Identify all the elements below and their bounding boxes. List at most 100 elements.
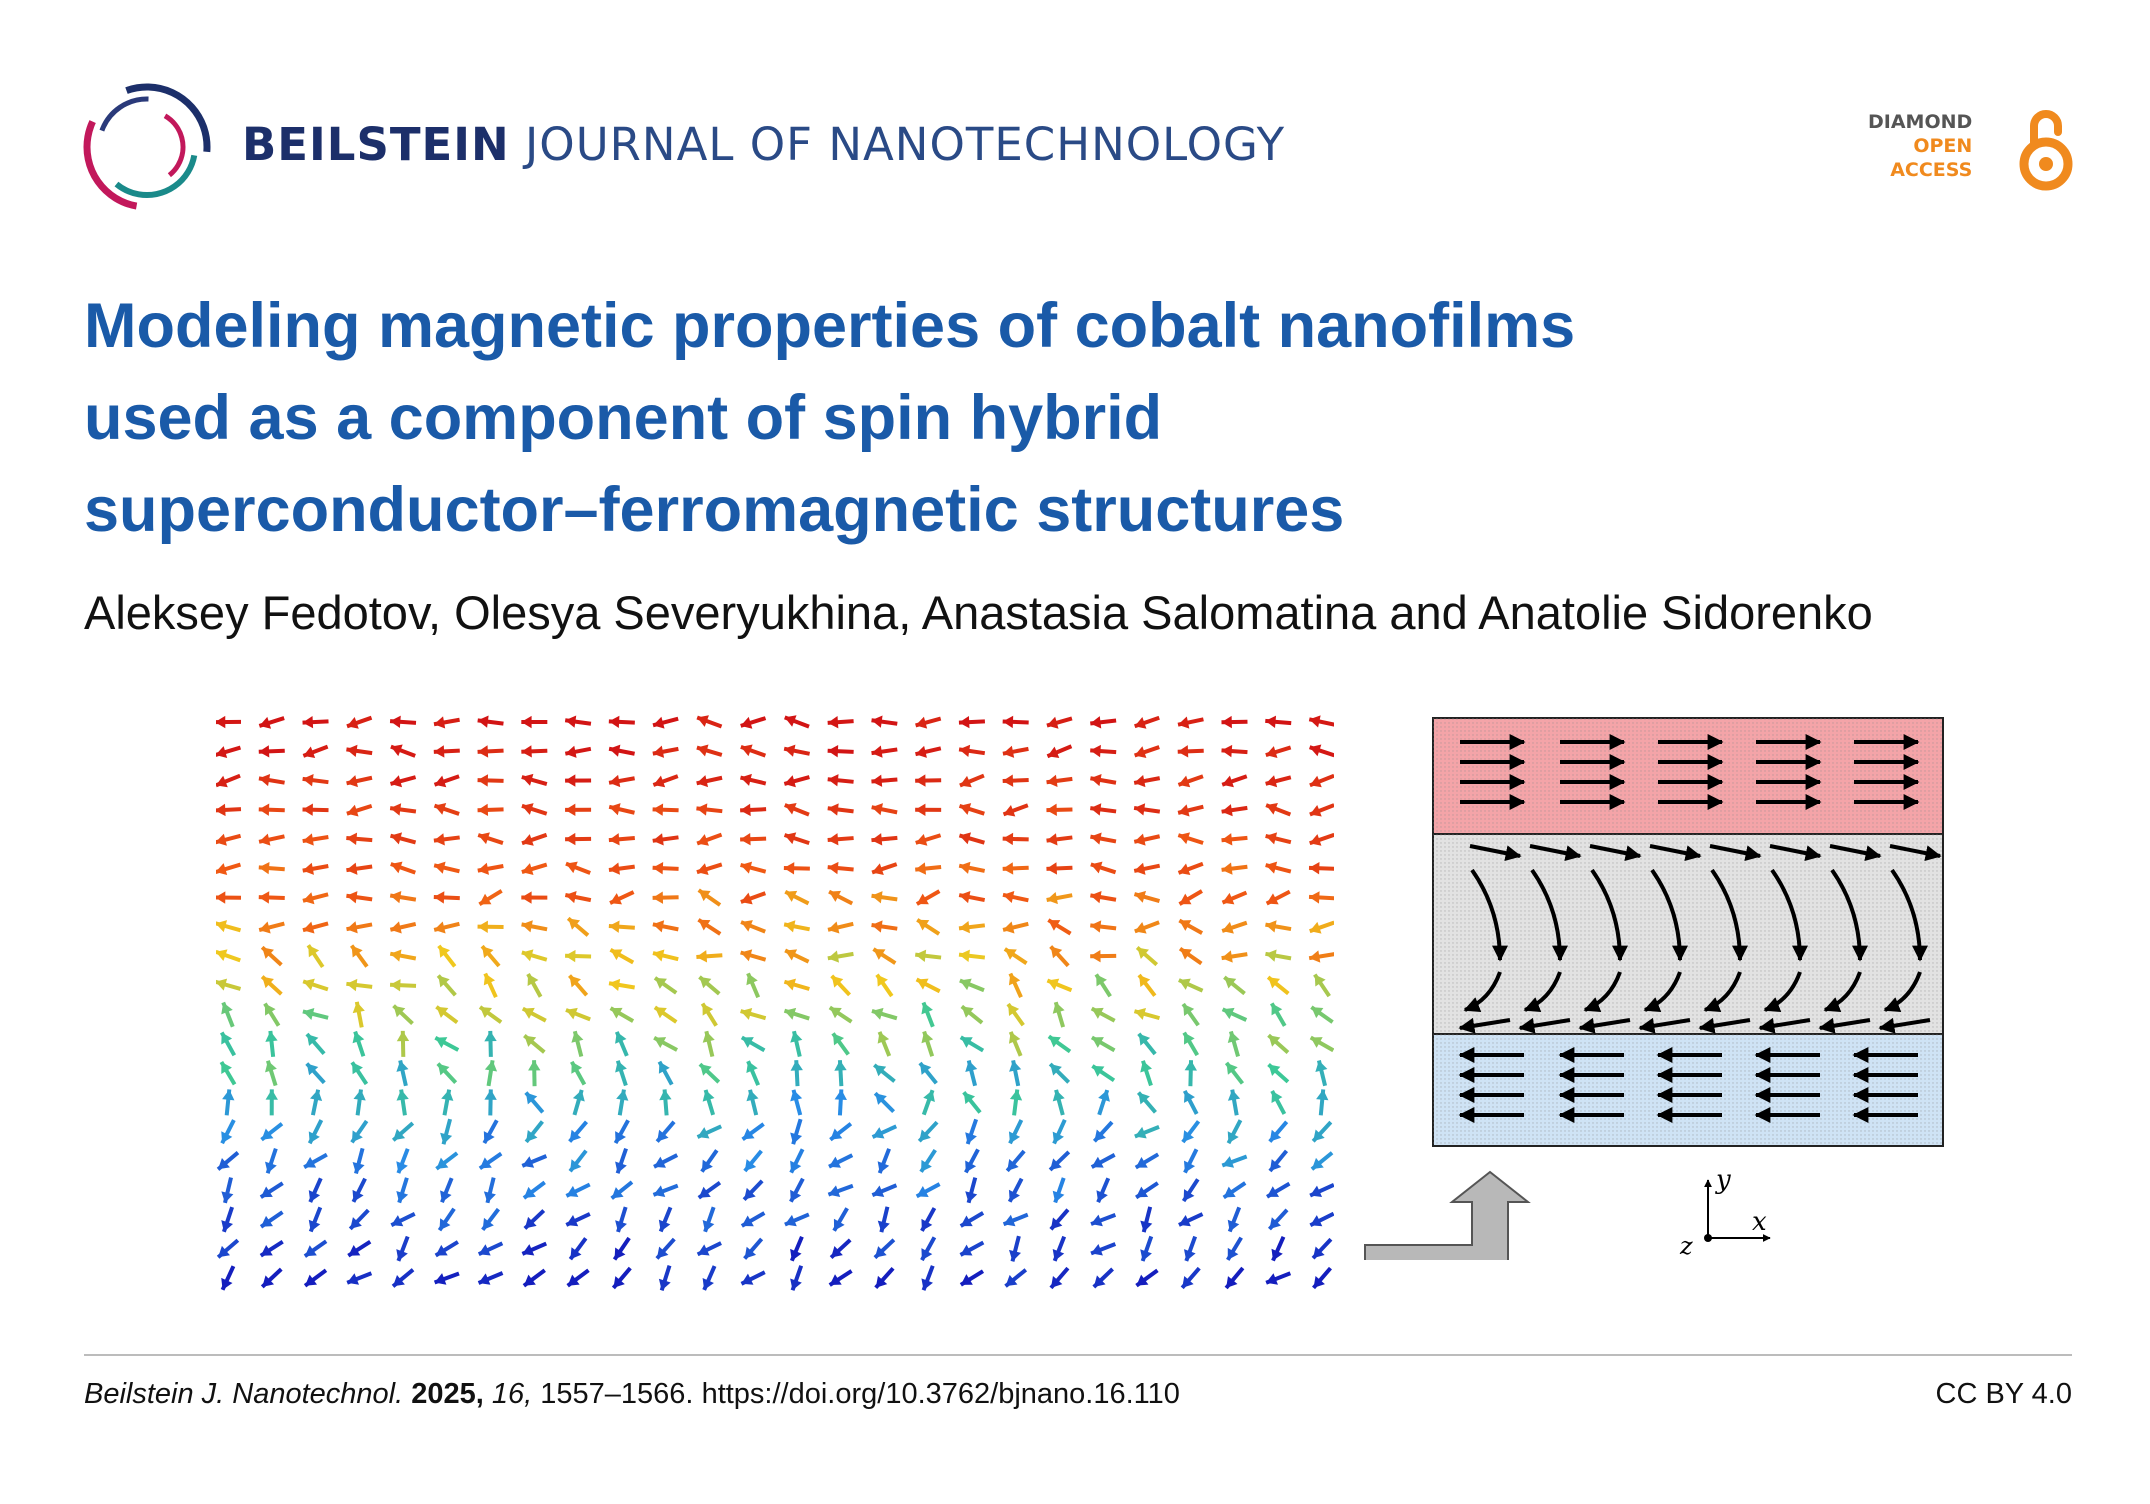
- citation-year: 2025,: [411, 1378, 484, 1410]
- spin-vector-head: [1309, 744, 1322, 757]
- spin-vector-head: [221, 1277, 233, 1290]
- spin-vector-head: [216, 978, 228, 991]
- article-title: Modeling magnetic properties of cobalt n…: [84, 280, 1984, 556]
- magnetization-arrow: [1650, 868, 1688, 962]
- journal-name-bold: BEILSTEIN: [242, 118, 510, 171]
- spin-vector-head: [221, 1032, 233, 1045]
- spin-vector-head: [1227, 1219, 1240, 1232]
- spin-vector-head: [346, 832, 358, 846]
- spin-vector-head: [784, 715, 797, 727]
- spin-vector-head: [740, 803, 751, 817]
- magnetization-arrow: [1769, 844, 1822, 862]
- spin-vector-head: [658, 1219, 671, 1232]
- spin-vector-head: [568, 918, 581, 930]
- spin-vector-head: [302, 833, 314, 846]
- spin-vector-head: [654, 1156, 666, 1168]
- magnetization-arrow: [1830, 868, 1868, 962]
- spin-vector-head: [435, 1244, 448, 1256]
- spin-vector-head: [1310, 1037, 1323, 1048]
- spin-vector-head: [701, 1159, 713, 1172]
- spin-vector-head: [915, 774, 926, 787]
- spin-vector-head: [1309, 775, 1322, 788]
- spin-vector-head: [265, 1089, 278, 1100]
- spin-vector-head: [871, 891, 883, 904]
- spin-vector-head: [1265, 775, 1278, 788]
- title-line: used as a component of spin hybrid: [84, 383, 1163, 453]
- spin-vector-head: [522, 1007, 535, 1019]
- spin-vector-head: [216, 803, 226, 817]
- spin-vector-head: [915, 745, 927, 758]
- spin-vector-head: [1091, 1214, 1103, 1227]
- spin-vector-head: [260, 1186, 273, 1198]
- spin-vector-head: [959, 775, 972, 788]
- spin-vector-head: [921, 1031, 934, 1044]
- spin-vector-head: [478, 1244, 491, 1256]
- spin-vector-head: [391, 1215, 404, 1227]
- spin-vector-head: [1179, 893, 1192, 905]
- authors: Aleksey Fedotov, Olesya Severyukhina, An…: [84, 586, 1873, 639]
- magnetization-arrow: [1463, 971, 1502, 1013]
- spin-vector-head: [1311, 1007, 1324, 1019]
- spin-vector-head: [482, 946, 494, 959]
- spin-vector-head: [615, 1060, 627, 1073]
- spin-vector-head: [521, 773, 534, 786]
- spin-vector-head: [959, 978, 972, 991]
- spin-vector-head: [569, 1129, 582, 1142]
- spin-vector-head: [790, 1089, 803, 1102]
- spin-vector-head: [390, 861, 403, 874]
- spin-vector-head: [653, 1185, 666, 1197]
- citation-volume: 16,: [491, 1378, 533, 1410]
- magnetization-arrow: [1530, 868, 1568, 962]
- spin-vector-head: [1008, 1189, 1020, 1202]
- spin-vector-head: [572, 1089, 585, 1102]
- spin-vector-head: [390, 921, 402, 934]
- spin-vector-head: [871, 745, 883, 758]
- magnetization-arrow: [1763, 971, 1802, 1013]
- spin-vector-head: [1269, 1217, 1281, 1230]
- spin-vector-head: [916, 1186, 929, 1197]
- spin-vector-head: [477, 803, 489, 817]
- spin-vector-head: [346, 804, 359, 817]
- spin-vector-head: [308, 1131, 320, 1144]
- spin-vector-head: [785, 890, 798, 902]
- spin-vector-head: [697, 1127, 710, 1139]
- spin-vector-head: [790, 1248, 802, 1261]
- spin-vector-head: [1046, 803, 1057, 817]
- magnetization-arrow: [1578, 1017, 1631, 1034]
- spin-vector-head: [744, 1187, 756, 1200]
- spin-vector-head: [1309, 891, 1320, 904]
- spin-vector-head: [222, 1089, 235, 1101]
- spin-vector-head: [827, 861, 839, 875]
- spin-vector-head: [965, 1060, 978, 1073]
- spin-vector-head: [1052, 1190, 1065, 1203]
- spin-vector-head: [740, 716, 753, 729]
- spin-vector-head: [484, 1089, 497, 1100]
- spin-vector-head: [1226, 1276, 1238, 1288]
- open-lock-icon: [2019, 110, 2073, 191]
- magnetization-arrow: [1590, 868, 1628, 962]
- spin-vector-head: [783, 862, 795, 875]
- spin-vector-head: [658, 1278, 671, 1291]
- spin-vector-head: [1177, 745, 1189, 758]
- spin-vector-head: [1140, 1060, 1153, 1073]
- spin-vector-head: [959, 803, 972, 815]
- spin-vector-head: [565, 803, 576, 816]
- spin-vector-head: [216, 891, 226, 904]
- spin-vector-head: [744, 1246, 757, 1259]
- spin-vector-head: [831, 1246, 843, 1258]
- beilstein-logo-icon: [83, 83, 211, 211]
- journal-name: BEILSTEIN JOURNAL OF NANOTECHNOLOGY: [242, 118, 1285, 171]
- citation-doi-link[interactable]: https://doi.org/10.3762/bjnano.16.110: [701, 1378, 1180, 1410]
- spin-vector-head: [528, 1060, 541, 1071]
- spin-vector-head: [258, 861, 270, 875]
- spin-vector-head: [699, 976, 712, 989]
- spin-vector-head: [1091, 1243, 1103, 1256]
- spin-vector-head: [784, 775, 796, 788]
- spin-vector-head: [304, 1156, 317, 1168]
- spin-vector-head: [523, 1186, 536, 1199]
- spin-vector-head: [740, 861, 753, 874]
- spin-vector-head: [829, 890, 842, 902]
- spin-vector-head: [1092, 1065, 1105, 1077]
- spin-vector-head: [352, 1001, 365, 1014]
- spin-vector-head: [352, 1162, 365, 1174]
